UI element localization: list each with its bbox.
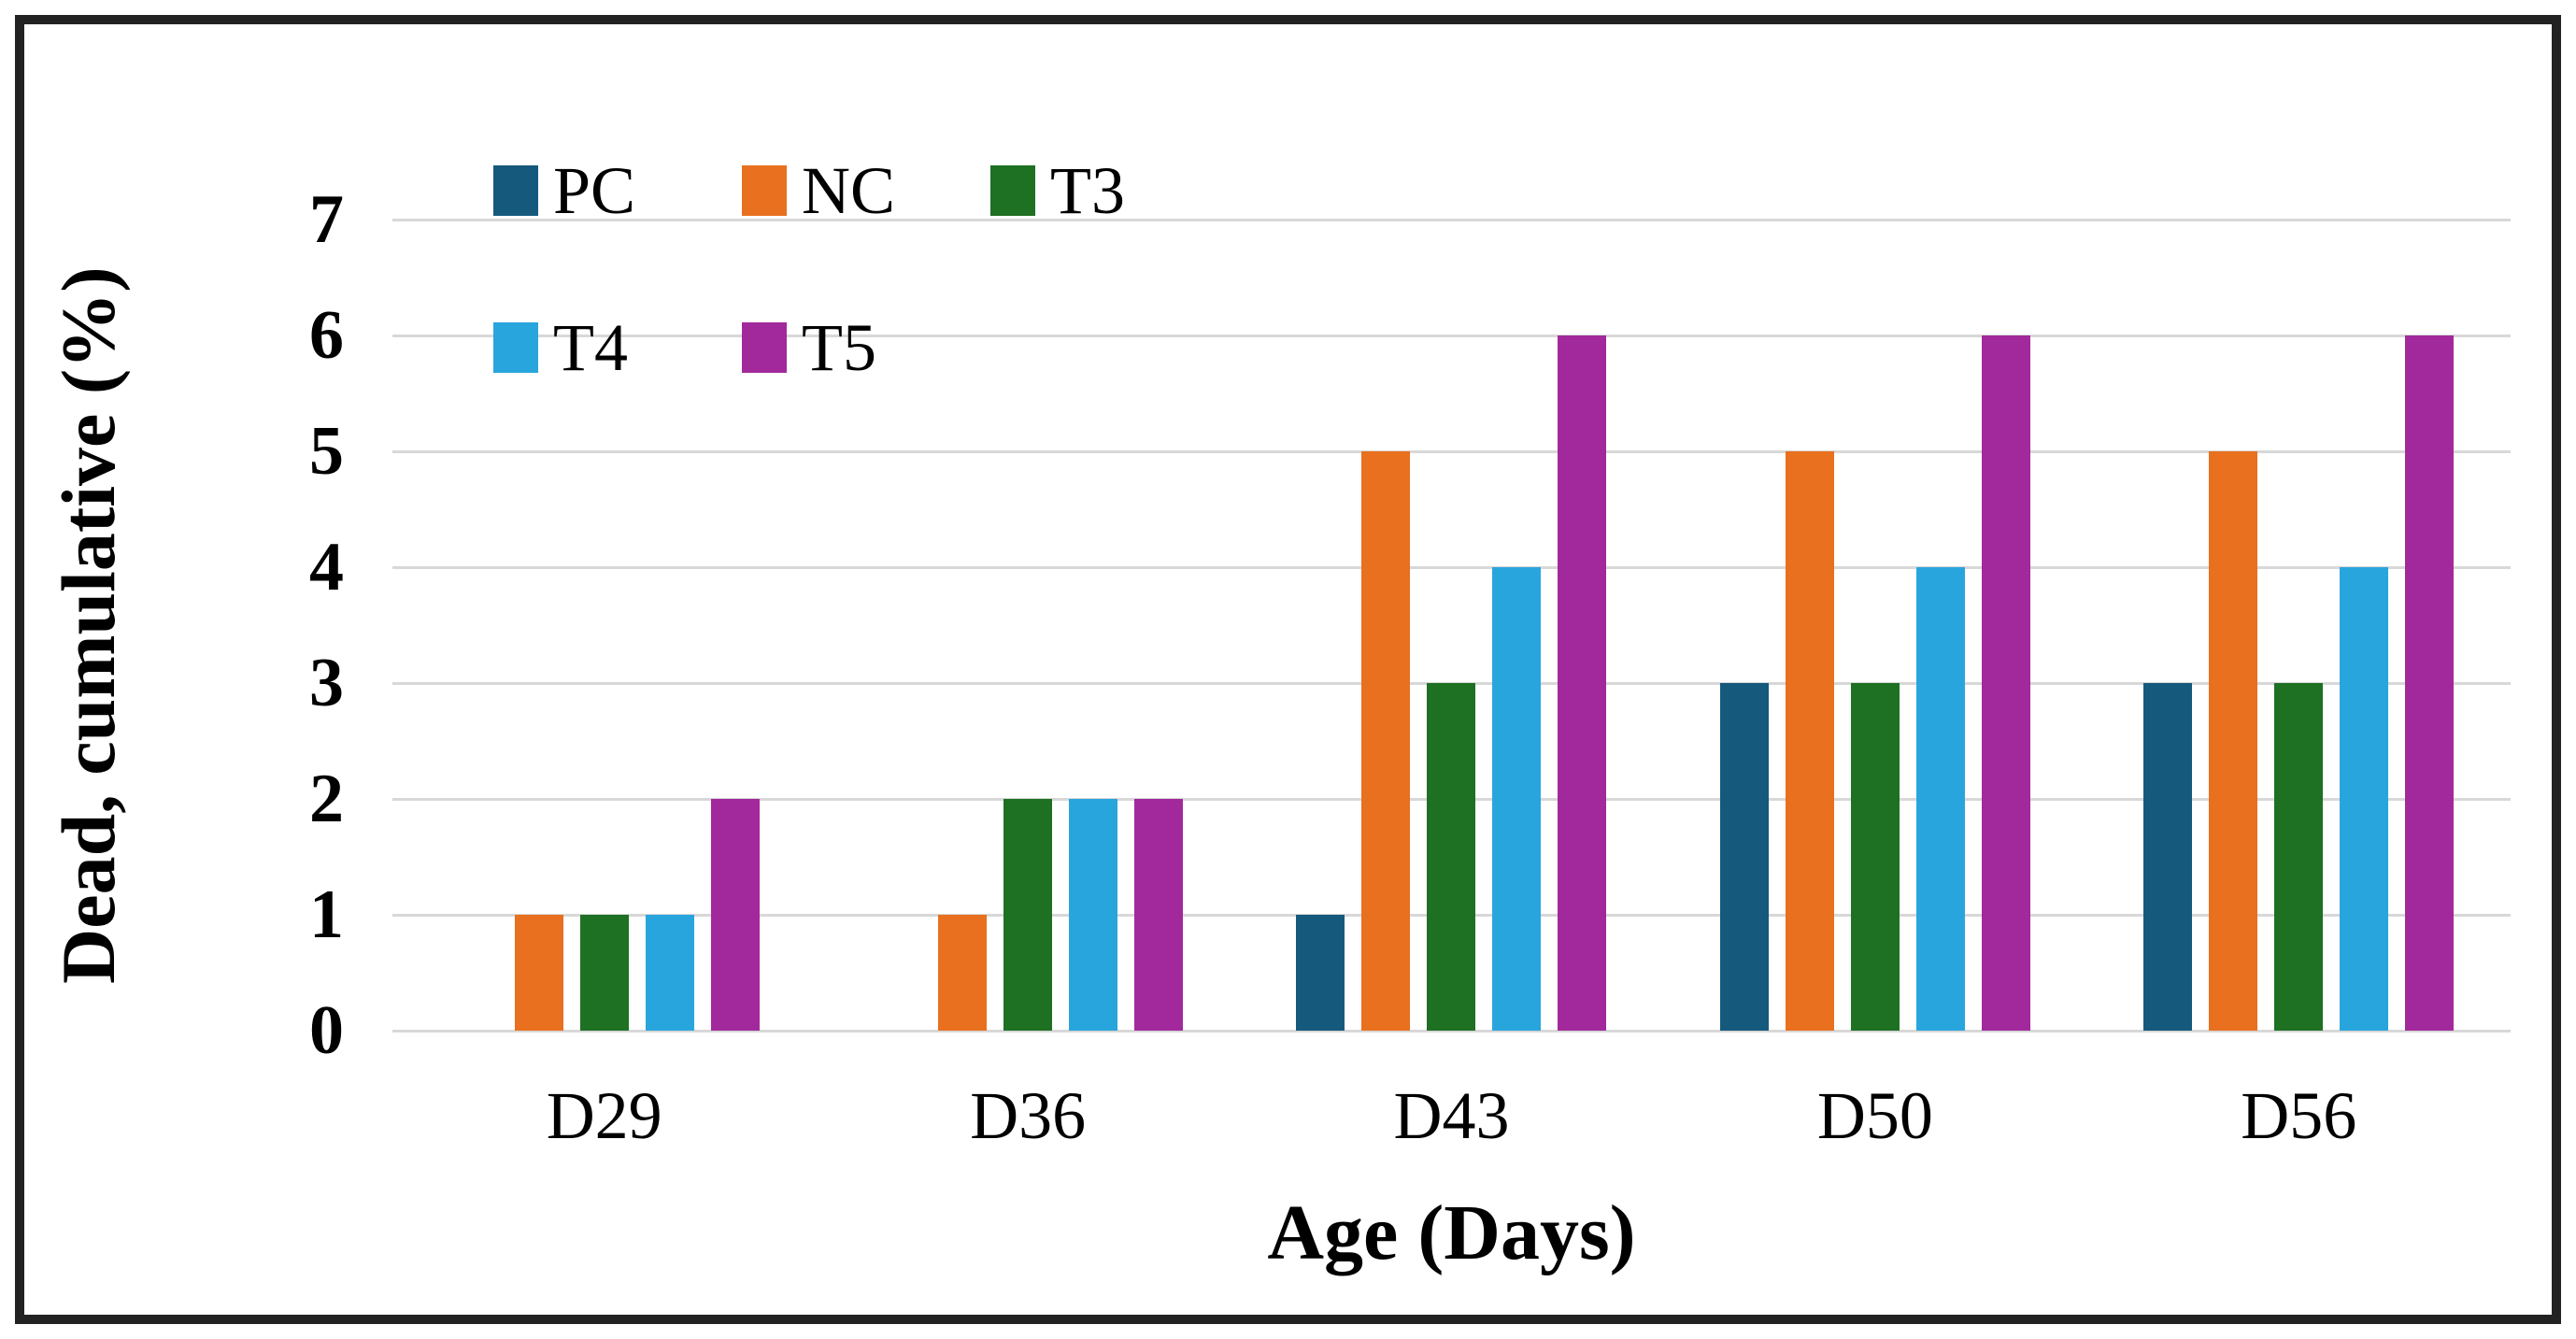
bar-t5: [1558, 335, 1607, 1031]
bar-nc: [514, 915, 563, 1031]
y-tick-label: 0: [309, 992, 344, 1069]
plot-area: [392, 218, 2511, 1033]
bar-pc: [1296, 915, 1345, 1031]
y-tick-label: 4: [309, 529, 344, 605]
y-tick-label: 7: [309, 181, 344, 258]
gridline: [392, 334, 2511, 337]
gridline: [392, 218, 2511, 221]
x-tick-label: D56: [2241, 1078, 2357, 1153]
bar-group: [392, 220, 816, 1031]
legend-item-t3: T3: [990, 157, 1239, 224]
bar-nc: [938, 915, 988, 1031]
legend-swatch-icon: [742, 322, 787, 373]
y-tick-label: 2: [309, 761, 344, 837]
legend-label: T3: [1050, 153, 1125, 228]
bar-t5: [1134, 799, 1184, 1031]
gridline: [392, 565, 2511, 569]
gridline: [392, 1029, 2511, 1033]
y-tick-label: 3: [309, 645, 344, 721]
y-tick-label: 5: [309, 413, 344, 490]
bar-group: [2087, 220, 2511, 1031]
bar-nc: [2209, 451, 2258, 1031]
x-axis-title: Age (Days): [1267, 1189, 1636, 1276]
legend-swatch-icon: [493, 165, 538, 216]
legend-item-t4: T4: [493, 314, 742, 381]
bar-t3: [1850, 683, 1900, 1031]
legend-row-1: PC NC T3: [493, 157, 1239, 224]
x-tick-label: D43: [1393, 1078, 1510, 1153]
figure-border: [15, 15, 2561, 1324]
x-axis-tick-labels: D29 D36 D43 D50 D56: [392, 1082, 2511, 1175]
legend-item-pc: PC: [493, 157, 742, 224]
x-tick-label: D50: [1816, 1078, 1933, 1153]
bar-t3: [2274, 683, 2324, 1031]
bar-group: [816, 220, 1239, 1031]
y-tick-label: 6: [309, 297, 344, 374]
bar-pc: [1719, 683, 1769, 1031]
bar-t4: [645, 915, 694, 1031]
legend-label: T5: [802, 310, 876, 385]
bar-nc: [1785, 451, 1834, 1031]
bar-t4: [2340, 567, 2389, 1031]
bar-group: [1663, 220, 2086, 1031]
legend-item-nc: NC: [742, 157, 990, 224]
bar-pc: [2143, 683, 2193, 1031]
legend-item-t5: T5: [742, 314, 990, 381]
bar-t4: [1069, 799, 1118, 1031]
legend-swatch-icon: [742, 165, 787, 216]
x-tick-label: D36: [970, 1078, 1087, 1153]
bar-t3: [579, 915, 629, 1031]
bar-t3: [1427, 683, 1476, 1031]
x-tick-label: D29: [546, 1078, 662, 1153]
bar-t4: [1915, 567, 1965, 1031]
bar-nc: [1361, 451, 1411, 1031]
bar-t5: [2405, 335, 2455, 1031]
gridline: [392, 449, 2511, 453]
legend-row-2: T4 T5: [493, 314, 990, 381]
legend-swatch-icon: [493, 322, 538, 373]
bar-t4: [1492, 567, 1542, 1031]
y-tick-label: 1: [309, 876, 344, 953]
legend-label: NC: [802, 153, 896, 228]
bar-t5: [1981, 335, 2030, 1031]
bar-t3: [1003, 799, 1053, 1031]
legend-swatch-icon: [990, 165, 1035, 216]
legend-label: PC: [553, 153, 636, 228]
bar-group: [1240, 220, 1663, 1031]
bar-t5: [710, 799, 760, 1031]
legend-label: T4: [553, 310, 628, 385]
